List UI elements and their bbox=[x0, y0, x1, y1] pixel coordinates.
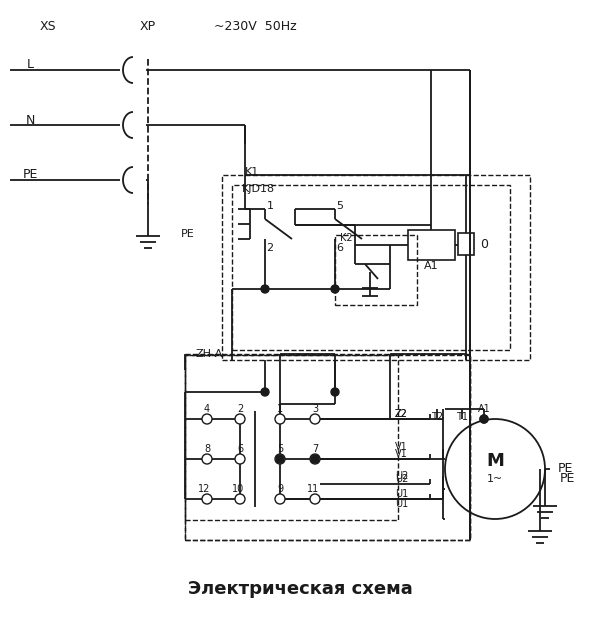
Text: 5: 5 bbox=[277, 444, 283, 454]
Circle shape bbox=[311, 455, 319, 463]
Text: T1: T1 bbox=[456, 412, 468, 422]
Circle shape bbox=[275, 454, 285, 464]
Text: 0: 0 bbox=[480, 238, 488, 251]
Circle shape bbox=[310, 494, 320, 504]
Circle shape bbox=[235, 494, 245, 504]
Text: PE: PE bbox=[181, 229, 195, 239]
Text: Z2: Z2 bbox=[395, 409, 408, 419]
Text: 1: 1 bbox=[266, 201, 274, 211]
Circle shape bbox=[235, 414, 245, 424]
Text: XP: XP bbox=[140, 21, 156, 34]
Text: 1: 1 bbox=[277, 404, 283, 414]
Text: 4: 4 bbox=[204, 404, 210, 414]
Circle shape bbox=[275, 494, 285, 504]
Circle shape bbox=[480, 415, 488, 423]
Text: 5: 5 bbox=[337, 201, 343, 211]
Text: 6: 6 bbox=[237, 444, 243, 454]
Text: V1: V1 bbox=[395, 442, 408, 452]
Text: T2: T2 bbox=[431, 412, 443, 422]
Circle shape bbox=[275, 414, 285, 424]
Text: M: M bbox=[486, 452, 504, 470]
Text: Z2: Z2 bbox=[395, 409, 408, 419]
Text: N: N bbox=[25, 114, 35, 127]
Text: ZH-A: ZH-A bbox=[195, 349, 223, 359]
Bar bbox=[222, 175, 530, 360]
Text: 2: 2 bbox=[266, 243, 274, 253]
Bar bbox=[185, 354, 470, 540]
Text: 1~: 1~ bbox=[487, 474, 503, 484]
Text: PE: PE bbox=[557, 462, 572, 475]
Text: A1: A1 bbox=[424, 261, 439, 271]
Bar bbox=[408, 230, 455, 260]
Circle shape bbox=[310, 454, 320, 464]
Text: V1: V1 bbox=[395, 449, 408, 459]
Circle shape bbox=[235, 454, 245, 464]
Circle shape bbox=[480, 415, 488, 423]
Text: A1: A1 bbox=[478, 404, 490, 414]
Text: 11: 11 bbox=[307, 484, 319, 494]
Bar bbox=[335, 235, 417, 305]
Text: Электрическая схема: Электрическая схема bbox=[188, 580, 412, 598]
Circle shape bbox=[202, 414, 212, 424]
Text: PE: PE bbox=[559, 472, 575, 485]
Text: 10: 10 bbox=[232, 484, 244, 494]
Text: 3: 3 bbox=[312, 404, 318, 414]
Text: U2: U2 bbox=[395, 474, 409, 484]
Circle shape bbox=[202, 494, 212, 504]
Circle shape bbox=[261, 388, 269, 396]
Text: XS: XS bbox=[40, 21, 56, 34]
Circle shape bbox=[261, 285, 269, 293]
Bar bbox=[232, 185, 510, 350]
Text: U1: U1 bbox=[395, 499, 408, 509]
Text: 12: 12 bbox=[198, 484, 210, 494]
Text: PE: PE bbox=[22, 168, 38, 182]
Circle shape bbox=[310, 414, 320, 424]
Circle shape bbox=[276, 455, 284, 463]
Text: 9: 9 bbox=[277, 484, 283, 494]
Text: 2: 2 bbox=[237, 404, 243, 414]
Text: 7: 7 bbox=[312, 444, 318, 454]
Text: K1: K1 bbox=[245, 167, 259, 177]
Circle shape bbox=[331, 388, 339, 396]
Text: KJD18: KJD18 bbox=[242, 184, 275, 194]
Text: 6: 6 bbox=[337, 243, 343, 253]
Text: L: L bbox=[26, 59, 34, 72]
Bar bbox=[458, 233, 474, 255]
Text: 8: 8 bbox=[204, 444, 210, 454]
Text: K2: K2 bbox=[340, 233, 353, 243]
Circle shape bbox=[202, 454, 212, 464]
Text: ~230V  50Hz: ~230V 50Hz bbox=[214, 21, 296, 34]
Bar bbox=[185, 355, 398, 520]
Bar bbox=[185, 355, 470, 540]
Circle shape bbox=[331, 285, 339, 293]
Text: U2: U2 bbox=[395, 471, 409, 481]
Text: U1: U1 bbox=[395, 489, 408, 499]
